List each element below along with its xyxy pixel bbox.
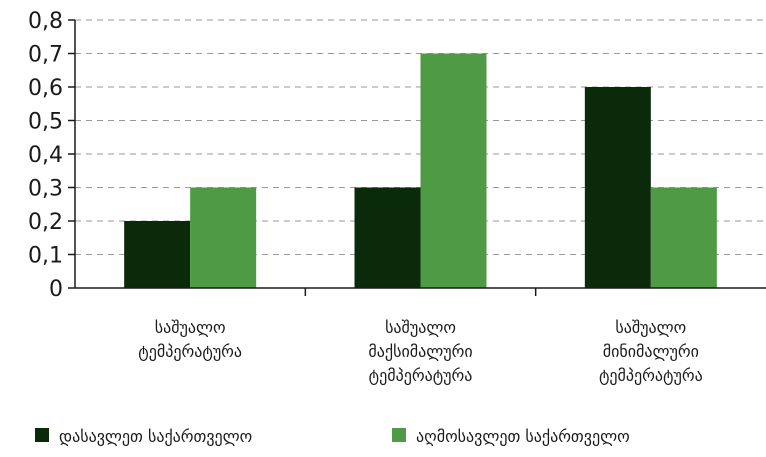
category-label: საშუალო — [385, 318, 456, 337]
y-tick-label: 0,8 — [28, 9, 63, 34]
y-tick-label: 0,6 — [28, 76, 63, 101]
y-tick-label: 0,7 — [28, 43, 63, 68]
category-label: მაქსიმალური — [368, 342, 472, 361]
legend-label: აღმოსავლეთ საქართველო — [416, 427, 630, 446]
bar — [650, 187, 717, 288]
category-label: ტემპერატურა — [599, 366, 703, 385]
y-tick-label: 0,3 — [28, 177, 63, 202]
category-label: საშუალო — [155, 318, 226, 337]
legend-label: დასავლეთ საქართველო — [59, 427, 252, 446]
y-tick-label: 0,5 — [28, 110, 63, 135]
y-tick-label: 0 — [49, 277, 63, 302]
bar — [124, 221, 191, 288]
bars — [124, 53, 717, 288]
legend-swatch — [392, 428, 406, 442]
bar — [584, 87, 651, 288]
bar — [354, 187, 421, 288]
category-label: ტემპერატურა — [138, 342, 242, 361]
legend: დასავლეთ საქართველო აღმოსავლეთ საქართველო — [35, 427, 630, 446]
legend-swatch — [35, 428, 49, 442]
y-tick-label: 0,4 — [28, 143, 63, 168]
bar — [420, 53, 487, 288]
y-tick-label: 0,1 — [28, 244, 63, 269]
category-label: ტემპერატურა — [369, 366, 473, 385]
y-tick-labels: 0 0,1 0,2 0,3 0,4 0,5 0,6 0,7 0,8 — [28, 9, 63, 302]
category-label: საშუალო — [615, 318, 686, 337]
y-tick-label: 0,2 — [28, 210, 63, 235]
category-label: მინიმალური — [603, 342, 699, 361]
category-labels: საშუალო ტემპერატურა საშუალო მაქსიმალური ტემპ… — [138, 318, 702, 385]
bar — [190, 187, 257, 288]
axes — [68, 19, 766, 296]
